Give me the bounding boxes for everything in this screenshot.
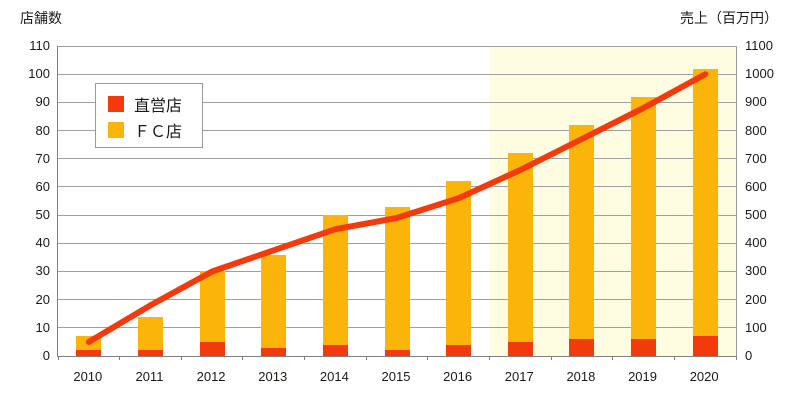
legend-item-direct: 直営店 xyxy=(108,91,202,116)
y-axis-label-right: 600 xyxy=(745,178,767,194)
x-axis-label: 2013 xyxy=(258,369,288,384)
direct-store-swatch xyxy=(108,95,124,112)
fc-store-swatch xyxy=(108,121,124,138)
legend-label-direct: 直営店 xyxy=(134,97,183,115)
bar-segment-direct xyxy=(384,350,410,356)
left-axis-title: 店舗数 xyxy=(20,10,62,26)
gridline xyxy=(58,158,736,160)
x-tick-mark xyxy=(119,356,121,360)
y-axis-label-left: 30 xyxy=(35,263,50,279)
bar-segment-fc xyxy=(199,271,225,342)
x-tick-mark xyxy=(427,356,429,360)
bar-segment-direct xyxy=(261,347,287,356)
x-axis-label: 2014 xyxy=(319,369,349,384)
bar-segment-direct xyxy=(322,344,348,356)
y-axis-label-left: 10 xyxy=(35,319,50,335)
x-tick-mark xyxy=(304,356,306,360)
x-tick-mark xyxy=(612,356,614,360)
x-axis-label: 2011 xyxy=(135,369,164,384)
bar-segment-fc xyxy=(446,181,472,345)
y-axis-label-right: 800 xyxy=(745,122,767,138)
bar-segment-direct xyxy=(446,344,472,356)
bar-segment-fc xyxy=(692,68,718,337)
y-axis-label-left: 100 xyxy=(28,66,50,82)
gridline xyxy=(58,101,736,103)
y-axis-label-left: 80 xyxy=(35,122,50,138)
x-axis-label: 2018 xyxy=(566,369,596,384)
y-axis-label-left: 90 xyxy=(35,94,50,110)
bar-segment-direct xyxy=(692,336,718,356)
y-axis-label-left: 0 xyxy=(42,348,50,363)
plot-area xyxy=(57,45,737,360)
legend-label-fc: ＦＣ店 xyxy=(134,123,183,141)
bar-segment-fc xyxy=(384,206,410,351)
legend-item-fc: ＦＣ店 xyxy=(108,117,202,142)
x-axis-label: 2020 xyxy=(689,369,719,384)
right-axis-title: 売上（百万円） xyxy=(680,10,778,26)
y-axis-label-right: 100 xyxy=(745,319,767,335)
x-axis-label: 2010 xyxy=(73,369,103,384)
x-axis-label: 2016 xyxy=(443,369,473,384)
x-axis-label: 2015 xyxy=(381,369,411,384)
y-axis-label-right: 0 xyxy=(745,348,753,363)
y-axis-label-right: 900 xyxy=(745,94,767,110)
legend: 直営店 ＦＣ店 xyxy=(95,83,203,148)
bar-segment-direct xyxy=(199,341,225,356)
sales-line xyxy=(85,71,709,345)
x-tick-mark xyxy=(365,356,367,360)
bar-segment-direct xyxy=(137,350,163,356)
bar-segment-fc xyxy=(507,153,533,342)
y-axis-label-left: 40 xyxy=(35,235,50,251)
x-tick-mark xyxy=(242,356,244,360)
y-axis-label-right: 1100 xyxy=(745,38,773,53)
bar-segment-direct xyxy=(76,350,102,356)
bar-segment-fc xyxy=(137,316,163,351)
bar-segment-direct xyxy=(569,339,595,356)
bar-segment-direct xyxy=(507,341,533,356)
x-tick-mark xyxy=(673,356,675,360)
x-tick-mark xyxy=(550,356,552,360)
x-axis-label: 2012 xyxy=(196,369,226,384)
y-axis-label-left: 60 xyxy=(35,178,50,194)
x-axis-label: 2019 xyxy=(628,369,657,384)
x-tick-mark xyxy=(57,356,59,360)
bar-segment-fc xyxy=(631,96,657,340)
x-tick-mark xyxy=(735,356,737,360)
gridline xyxy=(58,45,736,47)
bar-segment-fc xyxy=(569,124,595,340)
x-axis-label: 2017 xyxy=(504,369,534,384)
x-tick-mark xyxy=(488,356,490,360)
y-axis-label-right: 400 xyxy=(745,235,767,251)
y-axis-label-left: 50 xyxy=(35,207,50,223)
gridline xyxy=(58,73,736,75)
gridline xyxy=(58,186,736,188)
y-axis-label-right: 700 xyxy=(745,150,767,166)
gridline xyxy=(58,130,736,132)
y-axis-label-right: 200 xyxy=(745,291,767,307)
y-axis-label-left: 70 xyxy=(35,150,50,166)
sales-line-path xyxy=(85,71,709,345)
bar-segment-direct xyxy=(631,339,657,356)
bar-segment-fc xyxy=(261,254,287,348)
y-axis-label-right: 1000 xyxy=(745,66,774,82)
y-axis-label-right: 300 xyxy=(745,263,767,279)
y-axis-label-left: 110 xyxy=(29,38,50,53)
y-axis-label-left: 20 xyxy=(35,291,50,307)
y-axis-label-right: 500 xyxy=(745,207,767,223)
bar-segment-fc xyxy=(322,215,348,345)
x-tick-mark xyxy=(180,356,182,360)
